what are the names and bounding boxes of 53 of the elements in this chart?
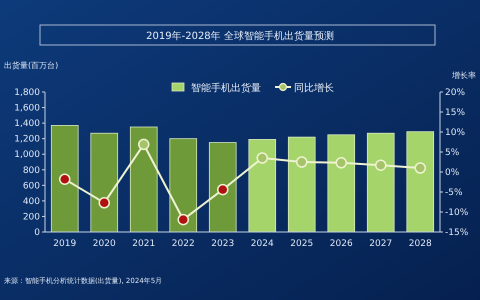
- x-tick-label: 2027: [369, 239, 392, 249]
- point: [138, 138, 150, 150]
- x-tick-label: 2019: [53, 239, 76, 249]
- y-tick-label: 0: [34, 228, 40, 238]
- x-tick-label: 2028: [408, 239, 432, 249]
- point: [296, 156, 308, 168]
- y2-axis-title: 增长率: [451, 71, 476, 80]
- y2-tick-label: -15%: [445, 228, 469, 238]
- x-tick-label: 2026: [330, 239, 353, 249]
- y-tick-label: 1,400: [14, 119, 40, 130]
- y-tick-label: 800: [22, 166, 40, 176]
- y2-tick-label: 15%: [445, 108, 466, 118]
- bar: [90, 132, 118, 232]
- point: [59, 173, 70, 185]
- y2-tick-label: 10%: [445, 128, 466, 138]
- x-tick-label: 2024: [250, 239, 274, 249]
- x-tick-label: 2025: [290, 239, 314, 249]
- y2-tick-label: 5%: [445, 148, 460, 158]
- legend-label: 智能手机出货量: [191, 82, 261, 94]
- bar: [208, 142, 237, 232]
- bar: [248, 139, 276, 232]
- y-tick-label: 1,000: [14, 150, 40, 160]
- bar: [327, 134, 356, 232]
- legend-label: 同比增长: [294, 82, 334, 94]
- point: [98, 197, 110, 209]
- y-tick-label: 200: [22, 212, 40, 222]
- x-tick-label: 2022: [172, 239, 195, 249]
- x-tick-label: 2020: [92, 239, 116, 249]
- bar: [130, 126, 158, 232]
- y-tick-label: 600: [22, 181, 40, 192]
- chart-title: 2019年-2028年 全球智能手机出货量预测: [146, 30, 334, 42]
- y-tick-label: 400: [22, 196, 40, 207]
- point: [217, 184, 228, 196]
- y2-tick-label: 0%: [445, 168, 460, 178]
- bar: [288, 136, 316, 232]
- point: [375, 159, 386, 171]
- y2-tick-label: 20%: [445, 88, 466, 98]
- y-tick-label: 1,200: [14, 134, 40, 145]
- point: [414, 162, 426, 174]
- bar: [169, 138, 198, 232]
- point: [336, 157, 347, 169]
- bar: [366, 132, 395, 232]
- y2-tick-label: -10%: [445, 208, 469, 218]
- bar: [406, 131, 434, 232]
- x-tick-label: 2023: [211, 239, 234, 249]
- y-axis-title: 出货量(百万台): [4, 61, 58, 70]
- y-tick-label: 1,600: [14, 104, 40, 114]
- y2-tick-label: -5%: [445, 188, 463, 198]
- y-tick-label: 1,800: [14, 88, 40, 98]
- point: [178, 214, 189, 226]
- bar: [50, 125, 79, 232]
- point: [256, 152, 268, 164]
- x-tick-label: 2021: [132, 239, 156, 249]
